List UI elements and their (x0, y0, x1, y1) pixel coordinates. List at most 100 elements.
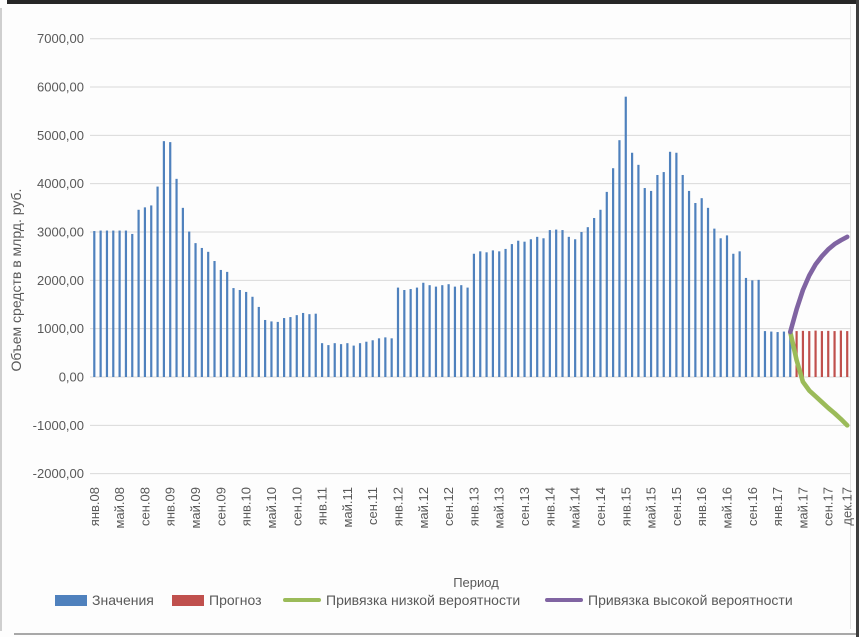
bar (656, 174, 659, 377)
bar (763, 331, 767, 377)
bar (491, 250, 495, 377)
bar (808, 331, 811, 377)
bar (757, 279, 760, 377)
x-tick-label: янв.08 (87, 487, 102, 526)
bar (358, 343, 362, 377)
left-border (0, 8, 2, 631)
bar (162, 141, 165, 377)
bar (232, 288, 235, 377)
bar (384, 337, 387, 377)
bar (485, 252, 488, 377)
bar (681, 174, 684, 377)
bar (548, 230, 551, 377)
bar (744, 277, 748, 377)
legend-label-low-probability: Привязка низкой вероятности (326, 592, 521, 608)
x-axis-title: Период (453, 575, 499, 590)
bar (105, 230, 109, 377)
high-probability-line-swatch (545, 598, 583, 602)
bar (301, 312, 305, 377)
bar (314, 313, 317, 377)
bar (504, 248, 507, 377)
x-tick-label: май.15 (644, 487, 659, 529)
bar (453, 286, 457, 377)
bar (561, 230, 564, 377)
values-swatch (55, 594, 87, 606)
bar (618, 140, 621, 377)
forecast-swatch (172, 594, 204, 606)
y-tick-label: 2000,00 (37, 273, 84, 288)
bar (542, 238, 545, 377)
x-tick-label: сен.09 (213, 487, 228, 526)
x-tick-label: сен.16 (745, 487, 760, 526)
bar (789, 332, 792, 377)
x-tick-label: янв.13 (466, 487, 481, 526)
bar (441, 285, 444, 377)
y-tick-label: 5000,00 (37, 128, 84, 143)
x-tick-label: сен.13 (517, 487, 532, 526)
x-tick-label: сен.15 (669, 487, 684, 526)
y-tick-label: 0,00 (59, 370, 84, 385)
legend-label-high-probability: Привязка высокой вероятности (588, 592, 793, 608)
bar (207, 251, 210, 377)
bar (396, 287, 400, 377)
bar (523, 241, 526, 377)
bar (371, 340, 374, 377)
plot-right-edge-line (850, 6, 851, 629)
x-tick-label: сен.17 (821, 487, 836, 526)
bar (567, 236, 570, 377)
x-tick-label: янв.10 (239, 487, 254, 526)
bar (770, 331, 773, 377)
bar (194, 243, 197, 377)
x-tick-label: сен.10 (289, 487, 304, 526)
bar (226, 271, 229, 377)
bar (333, 343, 336, 377)
x-tick-label: янв.14 (542, 487, 557, 526)
low-probability-line-swatch (283, 598, 321, 602)
bar (801, 330, 805, 377)
bar (99, 230, 102, 377)
bar (276, 321, 279, 377)
bar (365, 341, 368, 377)
bar (574, 239, 577, 377)
x-tick-label: сен.12 (441, 487, 456, 526)
bar (529, 239, 532, 377)
x-tick-label: янв.15 (618, 487, 633, 526)
legend-item-high-probability: Привязка высокой вероятности (545, 592, 793, 608)
y-tick-label: 3000,00 (37, 225, 84, 240)
y-tick-label: 4000,00 (37, 176, 84, 191)
bar (124, 230, 128, 377)
bar (738, 251, 741, 377)
probability-line (787, 329, 850, 428)
bar (245, 291, 248, 377)
bar (131, 233, 134, 377)
bar (466, 287, 469, 377)
x-tick-label: янв.09 (163, 487, 178, 526)
bar (605, 191, 608, 377)
bar (510, 244, 513, 377)
x-tick-label: май.13 (492, 487, 507, 529)
bar (827, 330, 830, 377)
x-tick-label: май.12 (416, 487, 431, 529)
bar (472, 253, 476, 377)
bar (434, 286, 438, 377)
bar (624, 96, 627, 377)
right-border (856, 0, 859, 637)
bar (320, 343, 324, 377)
y-tick-label: -2000,00 (33, 466, 84, 481)
bar (377, 338, 381, 377)
bar (150, 205, 153, 377)
bar (118, 230, 121, 377)
bar (327, 345, 330, 377)
x-tick-label: май.08 (112, 487, 127, 529)
legend-item-values: Значения (55, 592, 154, 608)
bar (833, 331, 836, 377)
bar (390, 338, 393, 377)
bar (169, 142, 172, 377)
bar (555, 229, 558, 377)
x-tick-label: сен.14 (593, 487, 608, 526)
bar (156, 186, 159, 377)
x-tick-label: май.14 (568, 487, 583, 529)
bar (422, 282, 425, 377)
bar (706, 207, 710, 377)
